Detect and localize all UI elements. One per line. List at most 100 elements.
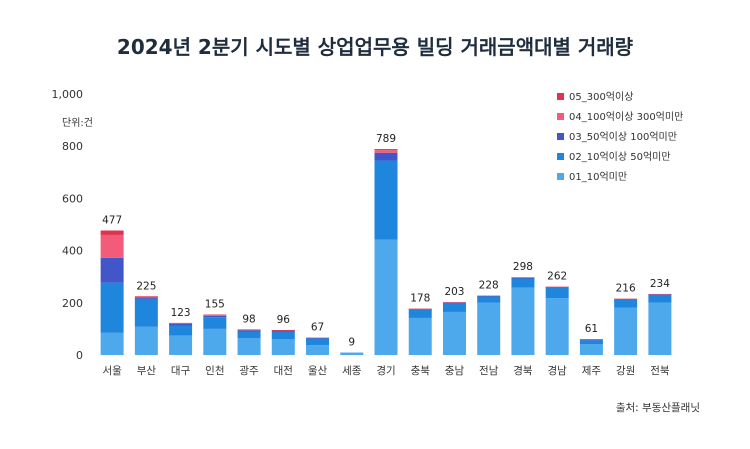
bar-total-label: 9 xyxy=(348,337,355,349)
bar-segment xyxy=(134,296,158,297)
x-category-label: 경기 xyxy=(376,364,395,377)
bar-segment xyxy=(408,317,432,355)
bar-total-label: 216 xyxy=(616,283,636,295)
y-tick-label: 1,000 xyxy=(52,88,84,101)
bar-segment xyxy=(271,330,295,332)
bar-segment xyxy=(169,335,193,355)
x-category-label: 대구 xyxy=(171,365,191,377)
bar-total-label: 67 xyxy=(311,322,324,334)
y-tick-label: 200 xyxy=(62,297,83,310)
bar-segment xyxy=(340,353,364,355)
bar-total-label: 228 xyxy=(479,279,499,291)
x-category-label: 세종 xyxy=(342,365,362,377)
bar-segment xyxy=(511,287,535,355)
x-category-label: 충북 xyxy=(411,365,431,377)
legend-label: 01_10억미만 xyxy=(569,171,627,183)
bar-segment xyxy=(648,302,672,355)
bar-segment xyxy=(579,344,603,355)
chart-title: 2024년 2분기 시도별 상업업무용 빌딩 거래금액대별 거래량 xyxy=(117,35,634,59)
bar-segment xyxy=(477,302,501,355)
bar-segment xyxy=(306,345,330,355)
bar-segment xyxy=(134,296,158,298)
bar-segment xyxy=(648,294,672,303)
bar-total-label: 262 xyxy=(547,271,567,283)
x-category-label: 대전 xyxy=(274,365,293,377)
bar-segment xyxy=(340,352,364,354)
y-tick-label: 800 xyxy=(62,140,83,153)
bar-segment xyxy=(203,315,227,318)
bar-segment xyxy=(374,239,398,355)
bar-segment xyxy=(306,338,330,346)
bar-total-label: 96 xyxy=(277,314,291,326)
bar-total-label: 178 xyxy=(410,293,430,305)
legend-swatch xyxy=(557,173,564,180)
bar-segment xyxy=(271,339,295,355)
bar-segment xyxy=(477,295,501,297)
legend-label: 02_10억이상 50억미만 xyxy=(569,151,671,163)
bar-segment xyxy=(237,331,261,339)
x-category-label: 부산 xyxy=(137,365,157,377)
bar-segment xyxy=(442,302,466,312)
bar-segment xyxy=(100,257,124,283)
x-category-label: 울산 xyxy=(308,365,328,377)
bar-segment xyxy=(442,311,466,355)
x-category-label: 인천 xyxy=(205,365,224,377)
x-category-label: 제주 xyxy=(582,365,602,377)
bar-total-label: 234 xyxy=(650,278,670,290)
bar-segment xyxy=(545,287,569,299)
legend-label: 03_50억이상 100억미만 xyxy=(569,131,677,143)
bar-segment xyxy=(614,307,638,355)
bar-segment xyxy=(545,298,569,355)
bar-segment xyxy=(614,299,638,308)
bar-total-label: 203 xyxy=(444,286,464,298)
bar-segment xyxy=(169,323,193,324)
bar-total-label: 98 xyxy=(242,313,255,325)
legend-swatch xyxy=(557,153,564,160)
bar-segment xyxy=(511,278,535,288)
source-note: 출처: 부동산플래닛 xyxy=(616,402,700,414)
y-axis: 0 200 400 600 800 1,000 xyxy=(52,88,84,362)
x-category-label: 경북 xyxy=(513,364,533,377)
x-category-label: 경남 xyxy=(548,364,568,377)
bar-segment xyxy=(408,308,432,310)
bar-total-label: 155 xyxy=(205,299,225,311)
bar-total-label: 477 xyxy=(102,215,122,227)
bar-segment xyxy=(100,282,124,333)
bar-segment xyxy=(477,296,501,303)
bar-segment xyxy=(579,339,603,340)
bar-segment xyxy=(134,326,158,355)
unit-label: 단위:건 xyxy=(62,116,93,129)
legend-swatch xyxy=(557,113,564,120)
bar-segment xyxy=(169,323,193,326)
bar-segment xyxy=(203,328,227,355)
bar-segment xyxy=(579,339,603,341)
bar-segment xyxy=(374,150,398,153)
bar-segment xyxy=(579,340,603,345)
bar-total-label: 298 xyxy=(513,261,533,273)
legend: 05_300억이상 04_100억이상 300억미만 03_50억이상 100억미만… xyxy=(557,91,683,183)
bar-segment xyxy=(442,302,466,303)
bar-segment xyxy=(203,314,227,316)
bar-segment xyxy=(100,332,124,355)
bar-segment xyxy=(169,322,193,324)
bar-segment xyxy=(511,277,535,278)
bar-segment xyxy=(648,293,672,295)
bar-segment xyxy=(271,329,295,331)
bar-segment xyxy=(545,286,569,288)
x-axis-labels: 서울 부산 대구 인천 광주 대전 울산 세종 경기 충북 충남 전남 경북 경남 제주 강원 전북 xyxy=(102,364,669,377)
bar-segment xyxy=(100,234,124,258)
bar-total-label: 61 xyxy=(585,323,598,335)
bar-segment xyxy=(374,160,398,240)
bars-group xyxy=(100,149,672,355)
legend-swatch xyxy=(557,133,564,140)
bar-segment xyxy=(134,297,158,299)
legend-label: 05_300억이상 xyxy=(569,91,633,103)
bar-segment xyxy=(237,338,261,355)
y-tick-label: 600 xyxy=(62,192,83,205)
y-tick-label: 0 xyxy=(76,349,83,362)
bar-segment xyxy=(511,277,535,279)
bar-segment xyxy=(271,331,295,340)
y-tick-label: 400 xyxy=(62,245,83,258)
bar-segment xyxy=(374,152,398,161)
